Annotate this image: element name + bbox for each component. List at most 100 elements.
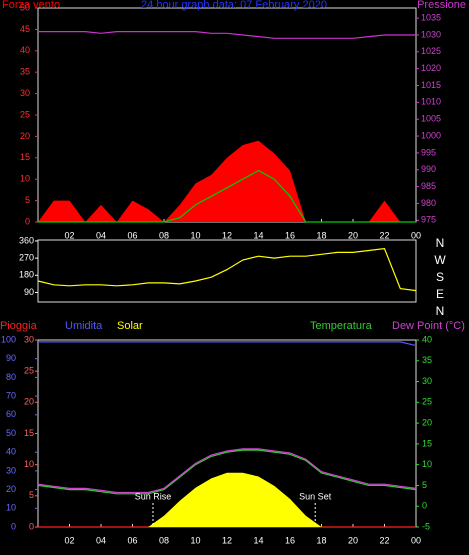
x-tick-label: 06 [127, 230, 137, 240]
x-tick-label: 22 [379, 230, 389, 240]
y2-tick-label: 1020 [421, 63, 441, 73]
y3-tick-label: 25 [24, 366, 34, 376]
y2-tick-label: 990 [421, 164, 436, 174]
y3-tick-label: 15 [24, 428, 34, 438]
y-tick-label: 270 [19, 252, 34, 262]
y-tick-label: 25 [20, 109, 30, 119]
x-tick-label: 10 [190, 230, 200, 240]
y-tick-label: 360 [19, 235, 34, 245]
x-tick-label: 18 [316, 230, 326, 240]
y-tick-label: 30 [20, 88, 30, 98]
y-tick-label: 0 [11, 521, 16, 531]
y-tick-label: 0 [25, 216, 30, 226]
y-tick-label: 50 [20, 2, 30, 12]
legend-label: Forza vento [2, 0, 60, 11]
y2-tick-label: 1025 [421, 46, 441, 56]
x-tick-label: 00 [411, 535, 421, 545]
y3-tick-label: 10 [24, 459, 34, 469]
y-tick-label: 180 [19, 270, 34, 280]
y-tick-label: 90 [6, 353, 16, 363]
y-tick-label: 60 [6, 409, 16, 419]
y-tick-label: 15 [20, 152, 30, 162]
y2-tick-label: 980 [421, 198, 436, 208]
line [38, 31, 416, 39]
y-tick-label: 45 [20, 24, 30, 34]
plot-frame [37, 239, 417, 303]
y-tick-label: 100 [1, 334, 16, 344]
annotation-label: Sun Rise [135, 491, 172, 501]
compass-label: N [436, 236, 445, 250]
y2-tick-label: 1005 [421, 114, 441, 124]
y-tick-label: 5 [25, 195, 30, 205]
x-tick-label: 12 [222, 230, 232, 240]
legend-label: Pioggia [0, 320, 38, 332]
y3-tick-label: 30 [24, 334, 34, 344]
y-tick-label: 80 [6, 372, 16, 382]
line [37, 449, 417, 495]
legend-label: Temperatura [310, 320, 373, 332]
y3-tick-label: 20 [24, 397, 34, 407]
annotation-label: Sun Set [299, 491, 332, 501]
x-tick-label: 14 [253, 535, 263, 545]
chart-title: 24 hour graph data: 07 February 2020 [141, 0, 327, 11]
y3-tick-label: 0 [29, 521, 34, 531]
y2-tick-label: 975 [421, 215, 436, 225]
x-tick-label: 20 [348, 230, 358, 240]
x-tick-label: 02 [64, 230, 74, 240]
y2-tick-label: 995 [421, 147, 436, 157]
line [37, 448, 417, 494]
legend-label: Pressione [417, 0, 466, 11]
y-tick-label: 90 [24, 287, 34, 297]
x-tick-label: 00 [411, 230, 421, 240]
y-tick-label: 30 [6, 465, 16, 475]
x-tick-label: 10 [190, 535, 200, 545]
y-tick-label: 50 [6, 428, 16, 438]
compass-label: W [434, 253, 446, 267]
x-tick-label: 04 [96, 535, 106, 545]
x-tick-label: 12 [222, 535, 232, 545]
y2-tick-label: 40 [422, 334, 432, 344]
y2-tick-label: 5 [422, 480, 427, 490]
y2-tick-label: 1010 [421, 97, 441, 107]
area [38, 140, 416, 222]
y-tick-label: 40 [6, 447, 16, 457]
x-tick-label: 08 [159, 535, 169, 545]
x-tick-label: 16 [285, 230, 295, 240]
x-tick-label: 20 [348, 535, 358, 545]
x-tick-label: 16 [285, 535, 295, 545]
compass-label: N [436, 304, 445, 318]
y2-tick-label: 1035 [421, 12, 441, 22]
y-tick-label: 20 [20, 131, 30, 141]
x-tick-label: 14 [253, 230, 263, 240]
x-tick-label: 02 [64, 535, 74, 545]
x-tick-label: 04 [96, 230, 106, 240]
y2-tick-label: 1015 [421, 80, 441, 90]
y2-tick-label: 985 [421, 181, 436, 191]
y2-tick-label: 1000 [421, 130, 441, 140]
compass-label: S [436, 270, 444, 284]
y-tick-label: 70 [6, 390, 16, 400]
y-tick-label: 35 [20, 67, 30, 77]
y-tick-label: 10 [6, 503, 16, 513]
y2-tick-label: 10 [422, 459, 432, 469]
legend-label: Solar [117, 320, 143, 332]
y2-tick-label: 35 [422, 355, 432, 365]
x-tick-label: 06 [127, 535, 137, 545]
y-tick-label: 40 [20, 45, 30, 55]
legend-label: Umidita [65, 320, 103, 332]
y2-tick-label: 25 [422, 397, 432, 407]
y2-tick-label: 1030 [421, 29, 441, 39]
x-tick-label: 18 [316, 535, 326, 545]
legend-label: Dew Point (°C) [392, 320, 465, 332]
y2-tick-label: 0 [422, 501, 427, 511]
y2-tick-label: 20 [422, 417, 432, 427]
line [38, 169, 416, 223]
y2-tick-label: 30 [422, 376, 432, 386]
y3-tick-label: 5 [29, 490, 34, 500]
x-tick-label: 08 [159, 230, 169, 240]
y-tick-label: 20 [6, 484, 16, 494]
area [38, 472, 416, 527]
line [37, 247, 417, 292]
y2-tick-label: -5 [422, 521, 430, 531]
y2-tick-label: 15 [422, 438, 432, 448]
